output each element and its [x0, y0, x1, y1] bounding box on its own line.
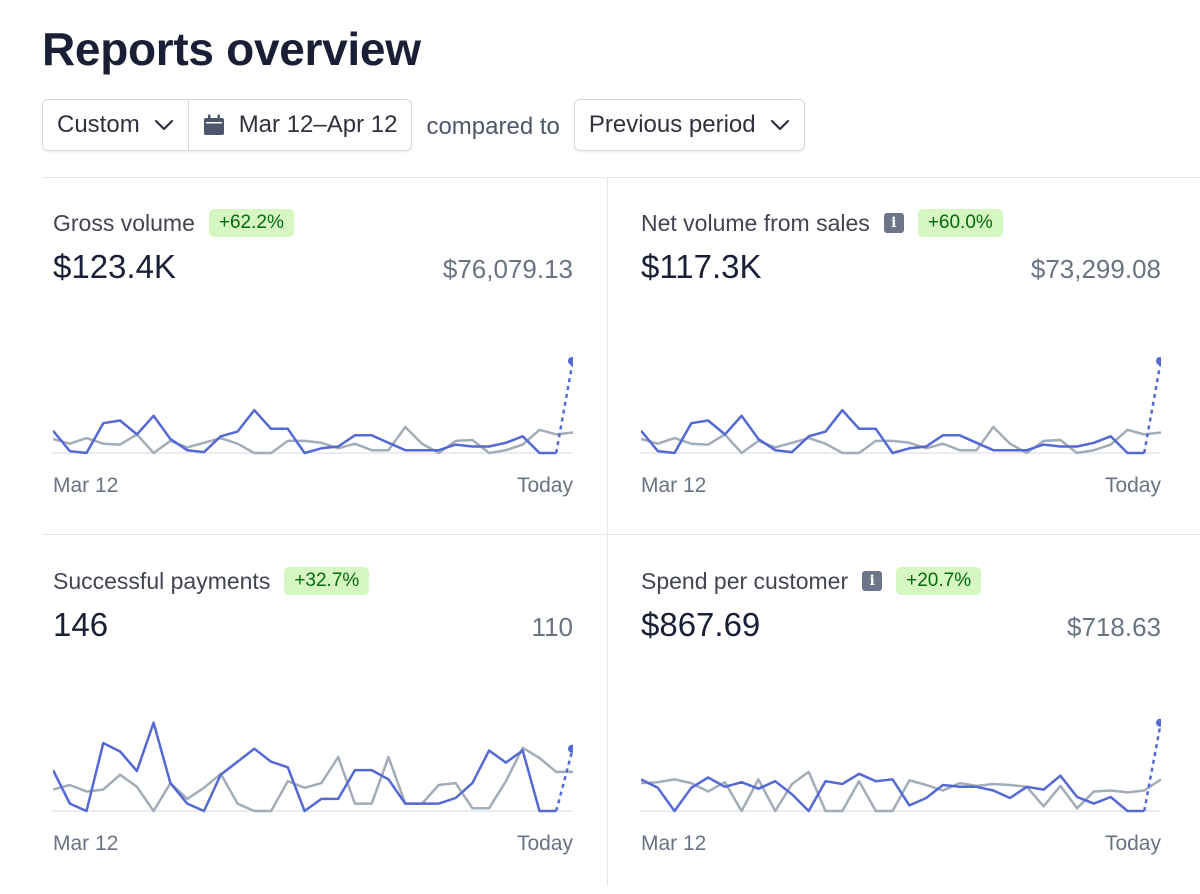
- sparkline-chart: [641, 357, 1161, 455]
- today-projection-line: [554, 359, 573, 454]
- today-point: [568, 744, 573, 753]
- previous-period-line: [641, 425, 1161, 455]
- today-point: [568, 357, 573, 365]
- card-title: Gross volume: [53, 209, 195, 236]
- date-range-control: Custom Mar 12–Apr 12: [42, 99, 413, 151]
- grid-divider-middle: [42, 534, 1200, 535]
- today-projection-line: [555, 747, 573, 812]
- previous-period-line: [53, 746, 573, 813]
- sparkline-chart: [641, 718, 1161, 813]
- current-period-line: [641, 772, 1145, 813]
- axis-end-label: Today: [516, 474, 573, 497]
- sparkline-chart: [53, 721, 573, 813]
- date-range-picker[interactable]: Mar 12–Apr 12: [187, 100, 412, 150]
- grid-divider-vertical: [607, 177, 608, 886]
- compared-to-label: compared to: [426, 113, 560, 140]
- current-value: $123.4K: [53, 248, 176, 285]
- comparison-period-dropdown[interactable]: Previous period: [573, 99, 805, 151]
- previous-value: 110: [531, 612, 573, 642]
- axis-end-label: Today: [1104, 474, 1161, 497]
- card-title: Spend per customer: [641, 567, 849, 594]
- report-card-spend-per-customer[interactable]: Spend per customer i +20.7% $867.69 $718…: [641, 564, 1161, 894]
- filter-bar: Custom Mar 12–Apr 12 compared to Previou…: [42, 99, 805, 151]
- axis-start-label: Mar 12: [53, 832, 119, 855]
- current-value: 146: [53, 606, 109, 643]
- axis-end-label: Today: [516, 832, 573, 855]
- calendar-icon: [203, 114, 225, 136]
- range-preset-dropdown[interactable]: Custom: [43, 100, 188, 150]
- page-title: Reports overview: [42, 23, 421, 75]
- report-card-gross-volume[interactable]: Gross volume +62.2% $123.4K $76,079.13 M…: [53, 206, 573, 536]
- axis-start-label: Mar 12: [641, 474, 707, 497]
- today-projection-line: [1142, 359, 1161, 454]
- change-badge: +20.7%: [896, 567, 982, 595]
- current-value: $117.3K: [641, 248, 762, 285]
- chevron-down-icon: [770, 119, 790, 131]
- previous-value: $73,299.08: [1030, 254, 1161, 284]
- card-title: Successful payments: [53, 567, 271, 594]
- current-period-line: [641, 408, 1145, 455]
- report-card-successful-payments[interactable]: Successful payments +32.7% 146 110 Mar 1…: [53, 564, 573, 894]
- current-period-line: [53, 408, 557, 455]
- change-badge: +32.7%: [284, 567, 370, 595]
- axis-end-label: Today: [1104, 832, 1161, 855]
- axis-start-label: Mar 12: [53, 474, 119, 497]
- report-card-net-volume[interactable]: Net volume from sales i +60.0% $117.3K $…: [641, 206, 1161, 536]
- previous-period-line: [53, 425, 573, 455]
- today-point: [1156, 357, 1161, 365]
- range-preset-label: Custom: [57, 111, 140, 138]
- axis-start-label: Mar 12: [641, 832, 707, 855]
- info-icon[interactable]: i: [883, 213, 904, 233]
- change-badge: +60.0%: [917, 209, 1003, 237]
- info-icon[interactable]: i: [862, 571, 883, 591]
- sparkline-chart: [53, 357, 573, 455]
- today-point: [1156, 718, 1161, 727]
- current-value: $867.69: [641, 606, 761, 643]
- grid-divider-top: [42, 177, 1200, 178]
- previous-value: $76,079.13: [442, 254, 573, 284]
- current-period-line: [53, 721, 557, 813]
- chevron-down-icon: [154, 119, 174, 131]
- comparison-period-label: Previous period: [588, 111, 756, 138]
- change-badge: +62.2%: [208, 209, 294, 237]
- date-range-label: Mar 12–Apr 12: [238, 111, 398, 138]
- card-title: Net volume from sales: [641, 209, 870, 236]
- today-projection-line: [1142, 721, 1161, 812]
- previous-value: $718.63: [1067, 612, 1161, 642]
